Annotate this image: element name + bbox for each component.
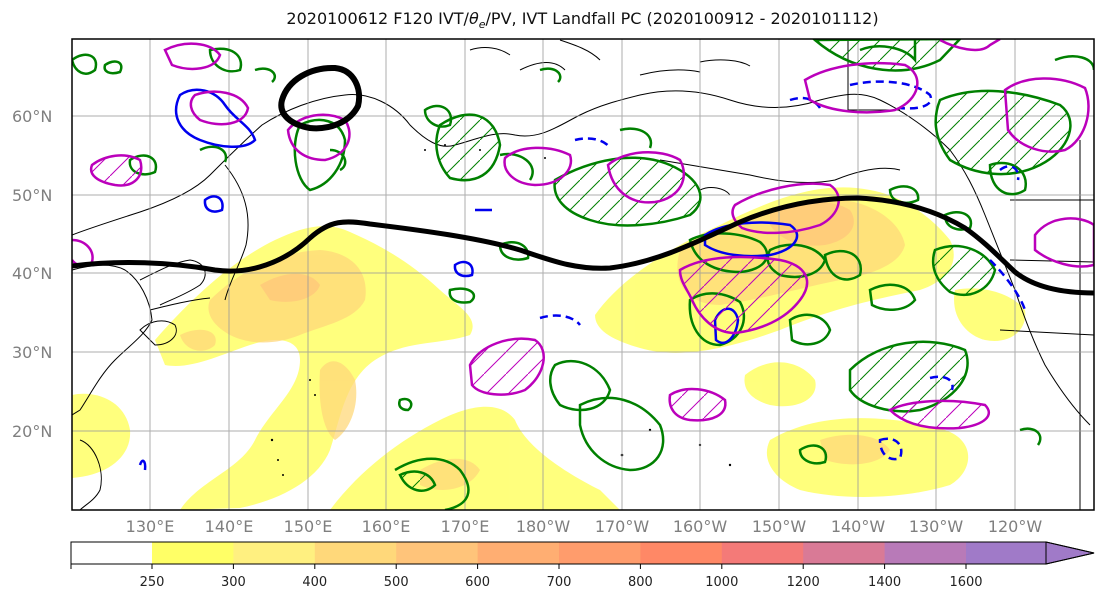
colorbar-segment-7 bbox=[640, 542, 723, 564]
lat-label-60n: 60°N bbox=[12, 107, 53, 126]
lat-label-30n: 30°N bbox=[12, 343, 53, 362]
colorbar-tick-label: 700 bbox=[546, 575, 572, 590]
lon-label-160w: 160°W bbox=[672, 517, 728, 536]
colorbar-segment-3 bbox=[314, 542, 397, 564]
colorbar-tick-label: 800 bbox=[627, 575, 653, 590]
colorbar-tick-label: 500 bbox=[383, 575, 409, 590]
colorbar-segment-6 bbox=[559, 542, 641, 564]
map-frame bbox=[71, 38, 1095, 511]
colorbar-segment-1 bbox=[152, 542, 234, 564]
lat-label-20n: 20°N bbox=[12, 422, 53, 441]
lon-label-150e: 150°E bbox=[283, 517, 333, 536]
lat-label-50n: 50°N bbox=[12, 186, 53, 205]
lon-label-150w: 150°W bbox=[751, 517, 807, 536]
colorbar-segment-9 bbox=[803, 542, 886, 564]
colorbar-segment-4 bbox=[396, 542, 479, 564]
colorbar-segment-5 bbox=[477, 542, 560, 564]
lon-label-130e: 130°E bbox=[125, 517, 175, 536]
colorbar-tick-label: 400 bbox=[302, 575, 328, 590]
colorbar-segment-11 bbox=[966, 542, 1048, 564]
lon-label-180w: 180°W bbox=[515, 517, 571, 536]
black-loop-contour bbox=[278, 64, 362, 132]
lon-label-130w: 130°W bbox=[908, 517, 964, 536]
colorbar-tick-label: 300 bbox=[220, 575, 246, 590]
jet-axis-line bbox=[72, 195, 1094, 296]
colorbar-segment-2 bbox=[233, 542, 316, 564]
lat-label-40n: 40°N bbox=[12, 264, 53, 283]
colorbar-tick-label: 1600 bbox=[949, 575, 983, 590]
colorbar-segment-8 bbox=[721, 542, 804, 564]
colorbar-segment-10 bbox=[884, 542, 967, 564]
lon-label-160e: 160°E bbox=[361, 517, 411, 536]
colorbar-tick-label: 1000 bbox=[705, 575, 739, 590]
colorbar-tick-label: 250 bbox=[139, 575, 165, 590]
colorbar-outline bbox=[70, 541, 1095, 565]
coastlines bbox=[72, 39, 1094, 510]
lon-label-120w: 120°W bbox=[987, 517, 1043, 536]
map-title: 2020100612 F120 IVT/θe/PV, IVT Landfall … bbox=[286, 9, 879, 32]
pc-contours bbox=[72, 39, 1094, 430]
colorbar-extend-arrow bbox=[1045, 541, 1095, 565]
colorbar-tick-label: 600 bbox=[465, 575, 491, 590]
lon-label-170w: 170°W bbox=[594, 517, 650, 536]
lon-label-170e: 170°E bbox=[440, 517, 490, 536]
colorbar-tick-label: 1200 bbox=[786, 575, 820, 590]
colorbar bbox=[70, 541, 1095, 569]
colorbar-segment-0 bbox=[71, 542, 152, 564]
lon-label-140w: 140°W bbox=[830, 517, 886, 536]
lon-label-140e: 140°E bbox=[204, 517, 254, 536]
colorbar-tick-label: 1400 bbox=[868, 575, 902, 590]
